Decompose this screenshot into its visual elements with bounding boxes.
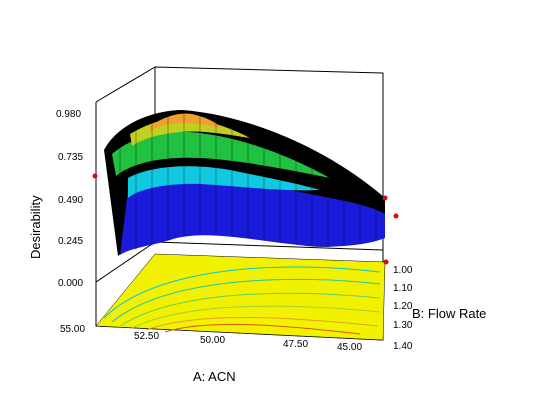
y-tick-label: 1.40 <box>393 341 413 352</box>
design-point <box>393 213 399 219</box>
response-surface <box>104 110 385 256</box>
z-tick-label: 0.245 <box>58 236 83 247</box>
z-tick-label: 0.980 <box>56 109 81 120</box>
surface-cyan-band <box>128 166 320 198</box>
y-tick-label: 1.00 <box>393 265 413 276</box>
y-tick-label: 1.20 <box>393 301 413 312</box>
contour-plane-fill <box>95 253 386 341</box>
z-tick-label: 0.490 <box>58 195 83 206</box>
z-tick-label: 0.735 <box>58 152 83 163</box>
design-point <box>383 259 389 265</box>
y-tick-label: 1.10 <box>393 283 413 294</box>
x-tick-label: 45.00 <box>337 342 362 353</box>
contour-line <box>103 266 381 319</box>
contour-line <box>164 323 361 335</box>
surface-mesh <box>119 110 377 254</box>
x-axis-title: A: ACN <box>193 369 236 384</box>
z-tick-label: 0.000 <box>58 278 83 289</box>
x-tick-label: 52.50 <box>134 331 159 342</box>
x-tick-label: 47.50 <box>283 339 308 350</box>
y-tick-label: 1.30 <box>393 320 413 331</box>
surface-blue-band <box>120 177 385 255</box>
contour-line <box>119 292 381 327</box>
z-axis: 0.980 0.735 0.490 0.245 0.000 Desirabili… <box>28 109 83 289</box>
y-axis-title: B: Flow Rate <box>412 306 486 321</box>
contour-line <box>111 278 381 323</box>
z-axis-title: Desirability <box>28 195 43 259</box>
x-tick-label: 50.00 <box>200 335 225 346</box>
contour-line <box>145 316 379 331</box>
contour-plane <box>95 253 386 341</box>
contour-line <box>131 305 381 329</box>
y-axis: 1.00 1.10 1.20 1.30 1.40 B: Flow Rate <box>393 265 486 352</box>
design-point <box>92 173 98 179</box>
x-axis: 55.00 52.50 50.00 47.50 45.00 A: ACN <box>60 324 362 384</box>
design-point <box>382 195 388 201</box>
x-tick-label: 55.00 <box>60 324 85 335</box>
surface-green-band <box>112 131 330 178</box>
